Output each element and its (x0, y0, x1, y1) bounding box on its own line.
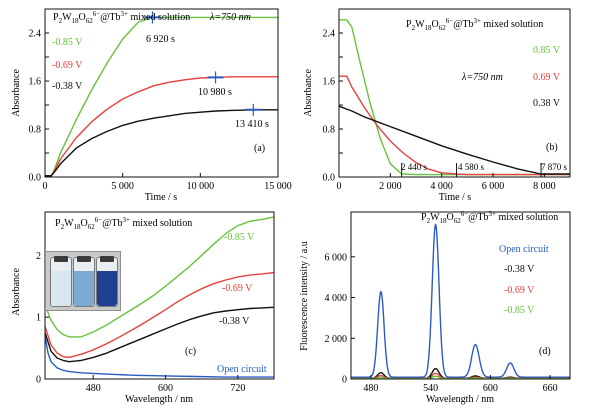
vial-clear (50, 256, 72, 307)
panel-d-legend-blue: Open circuit (499, 244, 549, 255)
panel-c-xtick-label: 720 (230, 383, 245, 394)
panel-d-ytick-label: 6 000 (325, 252, 348, 263)
panel-c-ytick-label: 0 (36, 375, 41, 386)
panel-b-series-1-line (339, 75, 570, 176)
panel-b-ytick-label: 0.8 (323, 125, 336, 136)
panel-d-header: P2W18O626−@Tb3+ mixed solution (421, 210, 558, 225)
panel-a-xlabel: Time / s (145, 192, 178, 203)
vial-light-blue (73, 256, 95, 307)
panel-d-frame (350, 211, 571, 380)
panel-a-ytick-label: 0.8 (29, 125, 42, 136)
panel-d-series-0-line (350, 223, 571, 378)
panel-b-ytick-label: 2.4 (323, 29, 336, 40)
panel-a-legend-red: -0.69 V (52, 60, 83, 71)
panel-a-ytick-label: 1.6 (29, 77, 42, 88)
panel-a-ticks: 0 5 000 10 000 15 000 0.0 0.8 1.6 2.4 (29, 29, 292, 193)
panel-d-ticks: 480 540 600 660 0 2 000 4 000 6 000 (325, 252, 558, 394)
panel-c-ticks: 480 600 720 0 1 2 (36, 251, 245, 394)
panel-a-series-2-line (45, 109, 278, 177)
panel-a-tag: (a) (254, 143, 265, 154)
panel-a-lambda: λ=750 nm (209, 12, 251, 23)
panel-a-legend-black: -0.38 V (52, 81, 83, 92)
panel-b-series (338, 19, 570, 177)
panel-d-legend-red: -0.69 V (504, 285, 535, 296)
panel-b-time-red: 4 580 s (458, 162, 485, 172)
panel-b-time-black: 7 870 s (541, 162, 568, 172)
panel-c-xtick-label: 480 (86, 383, 101, 394)
panel-c-ytick-label: 2 (36, 251, 41, 262)
panel-b-ticks: 0 2 000 4 000 6 000 8 000 0.0 0.8 1.6 2.4 (323, 29, 556, 193)
panel-a-header: P2W18O626−@Tb3+ mixed solution (53, 10, 190, 25)
panel-c-series-1-line (44, 271, 275, 359)
panel-b-xtick-label: 6 000 (482, 181, 505, 192)
vial-dark-blue (96, 256, 118, 307)
panel-b-tag: (b) (546, 142, 558, 153)
panel-d-legend-black: -0.38 V (504, 264, 535, 275)
panel-b-series-0-line (339, 19, 570, 176)
panel-a-xtick-label: 5 000 (111, 181, 134, 192)
panel-b-legend-black: 0.38 V (533, 98, 561, 109)
panel-b-ylabel: Absorbance (303, 69, 314, 117)
panel-d-xlabel: Wavelength / nm (426, 394, 494, 405)
panel-b-lambda: λ=750 nm (461, 72, 503, 83)
panel-c-series-3-line (44, 335, 274, 378)
panel-b-xtick-label: 2 000 (379, 181, 402, 192)
panel-a-ytick-label: 2.4 (29, 29, 42, 40)
panel-a-xtick-label: 15 000 (264, 181, 292, 192)
panel-b-time-green: 2 440 s (401, 162, 428, 172)
panel-d-xtick-label: 540 (423, 383, 438, 394)
panel-d-ylabel: Fluorescence intensity / a.u (299, 241, 310, 350)
panel-b-legend-red: 0.69 V (533, 72, 561, 83)
panel-c-series (44, 216, 275, 378)
panel-a-series (45, 11, 278, 177)
panel-a: 0 5 000 10 000 15 000 0.0 0.8 1.6 2.4 P2W18O626… (11, 8, 292, 203)
panel-a-time-black: 13 410 s (235, 119, 269, 130)
panel-b-ytick-label: 1.6 (323, 77, 336, 88)
panel-b-frame (338, 8, 571, 178)
panel-a-legend-green: -0.85 V (52, 37, 83, 48)
inset-photo (45, 251, 121, 311)
panel-a-xtick-label: 0 (43, 181, 48, 192)
panel-c-label-green: -0.85 V (224, 232, 255, 243)
panel-a-xtick-label: 10 000 (187, 181, 215, 192)
panel-d-xtick-label: 480 (363, 383, 378, 394)
panel-c-series-2-line (44, 306, 275, 363)
panel-b-ytick-label: 0.0 (323, 173, 336, 184)
panel-b-xtick-label: 0 (337, 181, 342, 192)
panel-d-ytick-label: 4 000 (325, 293, 348, 304)
panel-c: 480 600 720 0 1 2 P2W18O626−@Tb3+ mixed solut… (11, 211, 275, 405)
panel-d-legend-green: -0.85 V (504, 305, 535, 316)
panel-c-label-black: -0.38 V (219, 316, 250, 327)
panel-a-ylabel: Absorbance (11, 69, 22, 117)
panel-b-legend-green: 0.85 V (533, 45, 561, 56)
panel-c-xtick-label: 600 (158, 383, 173, 394)
panel-c-ytick-label: 1 (36, 313, 41, 324)
panel-a-time-red: 10 980 s (198, 87, 232, 98)
panel-b-xtick-label: 4 000 (430, 181, 453, 192)
panel-b-xtick-label: 8 000 (533, 181, 556, 192)
panel-b: 0 2 000 4 000 6 000 8 000 0.0 0.8 1.6 2.4 P2W18O… (303, 8, 571, 203)
panel-c-header: P2W18O626−@Tb3+ mixed solution (55, 216, 192, 231)
panel-b-header: P2W18O626−@Tb3+ mixed solution (406, 17, 543, 32)
panel-d-xtick-label: 660 (543, 383, 558, 394)
panel-c-ylabel: Absorbance (11, 268, 22, 316)
panel-c-xlabel: Wavelength / nm (125, 394, 193, 405)
panel-d-tag: (d) (539, 346, 551, 357)
panel-c-label-red: -0.69 V (222, 283, 253, 294)
panel-b-xlabel: Time / s (439, 192, 472, 203)
panel-d-xtick-label: 600 (483, 383, 498, 394)
panel-c-tag: (c) (185, 346, 196, 357)
panel-d-ytick-label: 2 000 (325, 334, 348, 345)
panel-c-series-0-line (44, 216, 275, 338)
panel-d-ytick-label: 0 (342, 375, 347, 386)
panel-c-label-blue: Open circuit (217, 364, 267, 375)
panel-d: 480 540 600 660 0 2 000 4 000 6 000 P2W18O626−@… (299, 210, 571, 405)
panel-b-series-2-line (338, 105, 570, 175)
panel-a-time-green: 6 920 s (146, 34, 175, 45)
panel-a-ytick-label: 0.0 (29, 173, 42, 184)
panel-a-frame (44, 8, 279, 178)
